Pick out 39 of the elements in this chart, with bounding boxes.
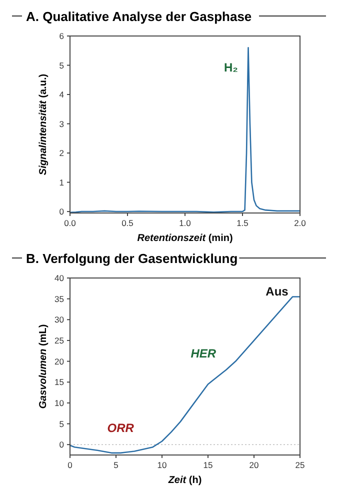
x-tick-label: 1.5: [236, 218, 249, 228]
x-tick-label: 5: [114, 460, 119, 470]
x-tick-label: 15: [203, 460, 213, 470]
line-series: [69, 296, 301, 454]
y-tick-label: 15: [54, 377, 64, 388]
y-tick-label: 35: [54, 294, 64, 304]
y-tick-label: 10: [54, 398, 64, 408]
line-series: [69, 47, 301, 214]
y-axis-title: Signalintensität (a.u.): [38, 74, 49, 176]
x-axis-title: Zeit (h): [167, 475, 202, 486]
x-tick-label: 10: [157, 460, 167, 470]
x-tick-label: 25: [295, 460, 305, 470]
x-tick-label: 2.0: [294, 218, 306, 228]
x-tick-label: 0: [68, 460, 73, 470]
x-tick-label: 0.5: [122, 218, 134, 228]
y-tick-label: 25: [54, 335, 64, 346]
y-tick-label: 6: [59, 31, 64, 41]
y-tick-label: 0: [59, 440, 64, 450]
x-tick-label: 0.0: [64, 218, 76, 228]
y-tick-label: 2: [59, 148, 64, 158]
chart-title: A. Qualitative Analyse der Gasphase: [26, 9, 252, 24]
y-tick-label: 0: [59, 206, 64, 217]
annotation: ORR: [107, 420, 134, 435]
y-tick-label: 1: [59, 177, 64, 188]
y-tick-label: 20: [54, 356, 64, 366]
y-tick-label: 4: [59, 90, 64, 100]
y-axis-title: Gasvolumen (mL): [38, 324, 49, 409]
y-tick-label: 40: [54, 273, 64, 283]
annotation: H₂: [224, 60, 238, 74]
annotation: HER: [190, 346, 216, 361]
x-tick-label: 20: [249, 460, 259, 470]
x-axis-title: Retentionszeit (min): [137, 233, 233, 244]
y-tick-label: 30: [54, 314, 64, 325]
y-tick-label: 5: [59, 60, 64, 70]
y-tick-label: 5: [59, 418, 64, 429]
chart-title: B. Verfolgung der Gasentwicklung: [26, 251, 238, 266]
x-tick-label: 1.0: [179, 218, 192, 228]
y-tick-label: 3: [59, 118, 64, 129]
annotation: Aus: [266, 284, 289, 299]
